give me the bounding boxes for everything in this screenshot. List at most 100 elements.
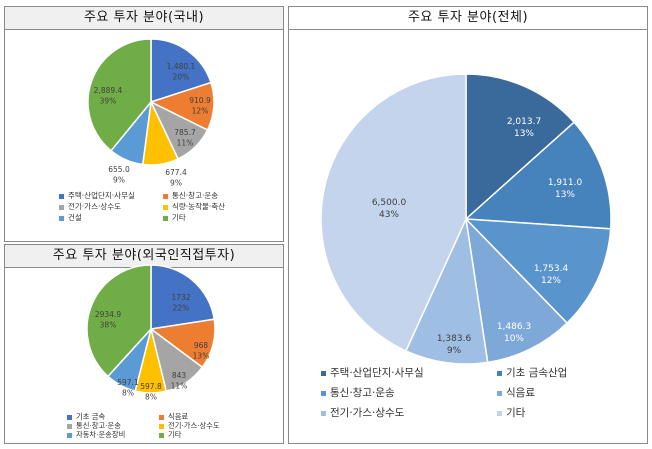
- legend-item: 기초 금속산업: [497, 367, 567, 380]
- pie-slice: [465, 73, 576, 221]
- legend-swatch: [59, 204, 64, 210]
- slice-value-label: 2934.9: [95, 310, 121, 319]
- panel-total: 주요 투자 분야(전체) 2,013.7 13% 1,911.0 13% 1,753.4…: [288, 6, 648, 444]
- slice-percent-label: 8%: [122, 389, 134, 398]
- legend-swatch: [159, 423, 164, 429]
- pie-slice: [87, 38, 152, 152]
- slice-percent-label: 20%: [173, 73, 190, 82]
- slice-value-label: 1732: [171, 293, 190, 302]
- slice-percent-label: 39%: [100, 97, 117, 106]
- slice-value-label: 1,383.6: [437, 334, 472, 344]
- slice-value-label: 910.9: [189, 96, 211, 105]
- chart-title: 주요 투자 분야(국내): [5, 7, 283, 30]
- legend-swatch: [67, 432, 72, 438]
- legend-item: 전기·가스·상수도: [159, 421, 220, 430]
- slice-value-label: 1,911.0: [548, 178, 583, 188]
- legend-item: 주택·산업단지·사무실: [59, 191, 135, 201]
- legend-item: 통신·창고·운송: [67, 421, 121, 430]
- pie-slice: [464, 121, 612, 230]
- legend-label: 통신·창고·운송: [172, 191, 219, 200]
- legend-swatch: [59, 215, 64, 221]
- legend-item: 통신·창고·운송: [163, 191, 218, 201]
- slice-percent-label: 38%: [100, 321, 117, 330]
- legend-label: 주택·산업단지·사무실: [68, 191, 135, 200]
- pie-slice: [320, 73, 467, 352]
- slice-value-label: 843: [172, 371, 187, 380]
- slice-value-label: 2,013.7: [507, 117, 541, 127]
- slice-value-label: 6,500.0: [372, 198, 407, 208]
- legend-label: 전기·가스·상수도: [330, 407, 405, 419]
- legend-item: 기초 금속: [67, 412, 105, 421]
- legend-label: 통신·창고·운송: [330, 387, 395, 399]
- legend-label: 전기·가스·상수도: [168, 421, 220, 430]
- legend-item: 기타: [159, 430, 181, 439]
- slice-percent-label: 9%: [113, 176, 125, 185]
- legend-label: 기초 금속산업: [506, 367, 568, 379]
- legend-swatch: [59, 193, 64, 199]
- slice-percent-label: 10%: [504, 334, 524, 344]
- pie-chart-fdi: 1732 22% 968 13% 843 11% 597.8 8% 597.1 8% 2934.9 3…: [86, 264, 216, 402]
- slice-percent-label: 12%: [192, 107, 209, 116]
- legend-label: 주택·산업단지·사무실: [330, 367, 424, 379]
- slice-value-label: 785.7: [174, 128, 196, 137]
- legend-label: 통신·창고·운송: [76, 421, 121, 430]
- legend-swatch: [163, 193, 168, 199]
- slice-percent-label: 43%: [379, 210, 399, 220]
- legend-swatch: [497, 370, 502, 376]
- slice-value-label: 1,480.1: [167, 62, 196, 71]
- slice-percent-label: 9%: [170, 179, 182, 188]
- legend-label: 식량·농작물·축산: [172, 202, 226, 211]
- slice-value-label: 597.8: [140, 382, 162, 391]
- legend-label: 기타: [172, 213, 186, 222]
- legend-swatch: [163, 204, 168, 210]
- legend-label: 식음료: [168, 412, 189, 421]
- legend-swatch: [321, 370, 326, 376]
- legend-item: 전기·가스·상수도: [59, 202, 121, 212]
- legend-item: 기타: [497, 407, 525, 420]
- panel-domestic: 주요 투자 분야(국내) 1,480.1 20% 910.9 12% 785.7 11% 6…: [4, 6, 284, 242]
- pie-slice: [86, 264, 152, 378]
- slice-value-label: 677.4: [165, 168, 187, 177]
- legend-item: 식음료: [497, 387, 535, 400]
- legend-swatch: [321, 390, 326, 396]
- slice-percent-label: 11%: [171, 382, 188, 391]
- legend-swatch: [321, 410, 326, 416]
- pie-slice: [404, 216, 489, 365]
- slice-value-label: 1,486.3: [497, 322, 531, 332]
- legend-item: 식량·농작물·축산: [163, 202, 225, 212]
- legend-swatch: [67, 414, 72, 420]
- slice-percent-label: 8%: [145, 393, 157, 402]
- slice-percent-label: 13%: [193, 352, 210, 361]
- legend-item: 기타: [163, 213, 186, 223]
- legend-item: 식음료: [159, 412, 188, 421]
- slice-percent-label: 11%: [177, 139, 194, 148]
- pie-chart-total: 2,013.7 13% 1,911.0 13% 1,753.4 12% 1,486.3 10%…: [320, 73, 612, 365]
- pie-slice: [150, 38, 212, 104]
- pie-slice: [150, 264, 216, 330]
- legend-label: 기초 금속: [76, 412, 106, 421]
- slice-value-label: 597.1: [117, 378, 139, 387]
- legend-label: 기타: [168, 430, 182, 439]
- slice-percent-label: 13%: [555, 190, 575, 200]
- pie-slice: [464, 216, 569, 364]
- slice-value-label: 2,889.4: [94, 86, 123, 95]
- slice-percent-label: 13%: [514, 129, 534, 139]
- legend-item: 자동차·운송장비: [67, 430, 125, 439]
- legend-item: 건설: [59, 213, 82, 223]
- chart-title: 주요 투자 분야(전체): [289, 7, 647, 30]
- legend-swatch: [497, 410, 502, 416]
- legend-swatch: [67, 423, 72, 429]
- slice-value-label: 968: [194, 341, 209, 350]
- slice-percent-label: 22%: [173, 304, 190, 313]
- legend-swatch: [497, 390, 502, 396]
- slice-value-label: 1,753.4: [534, 264, 569, 274]
- panel-fdi: 주요 투자 분야(외국인직접투자) 1732 22% 968 13% 843 11% 597…: [4, 244, 284, 444]
- legend-label: 건설: [68, 213, 82, 222]
- legend-label: 전기·가스·상수도: [68, 202, 122, 211]
- legend-label: 식음료: [506, 387, 535, 399]
- legend-swatch: [159, 432, 164, 438]
- legend-item: 주택·산업단지·사무실: [321, 367, 424, 380]
- legend-item: 전기·가스·상수도: [321, 407, 404, 420]
